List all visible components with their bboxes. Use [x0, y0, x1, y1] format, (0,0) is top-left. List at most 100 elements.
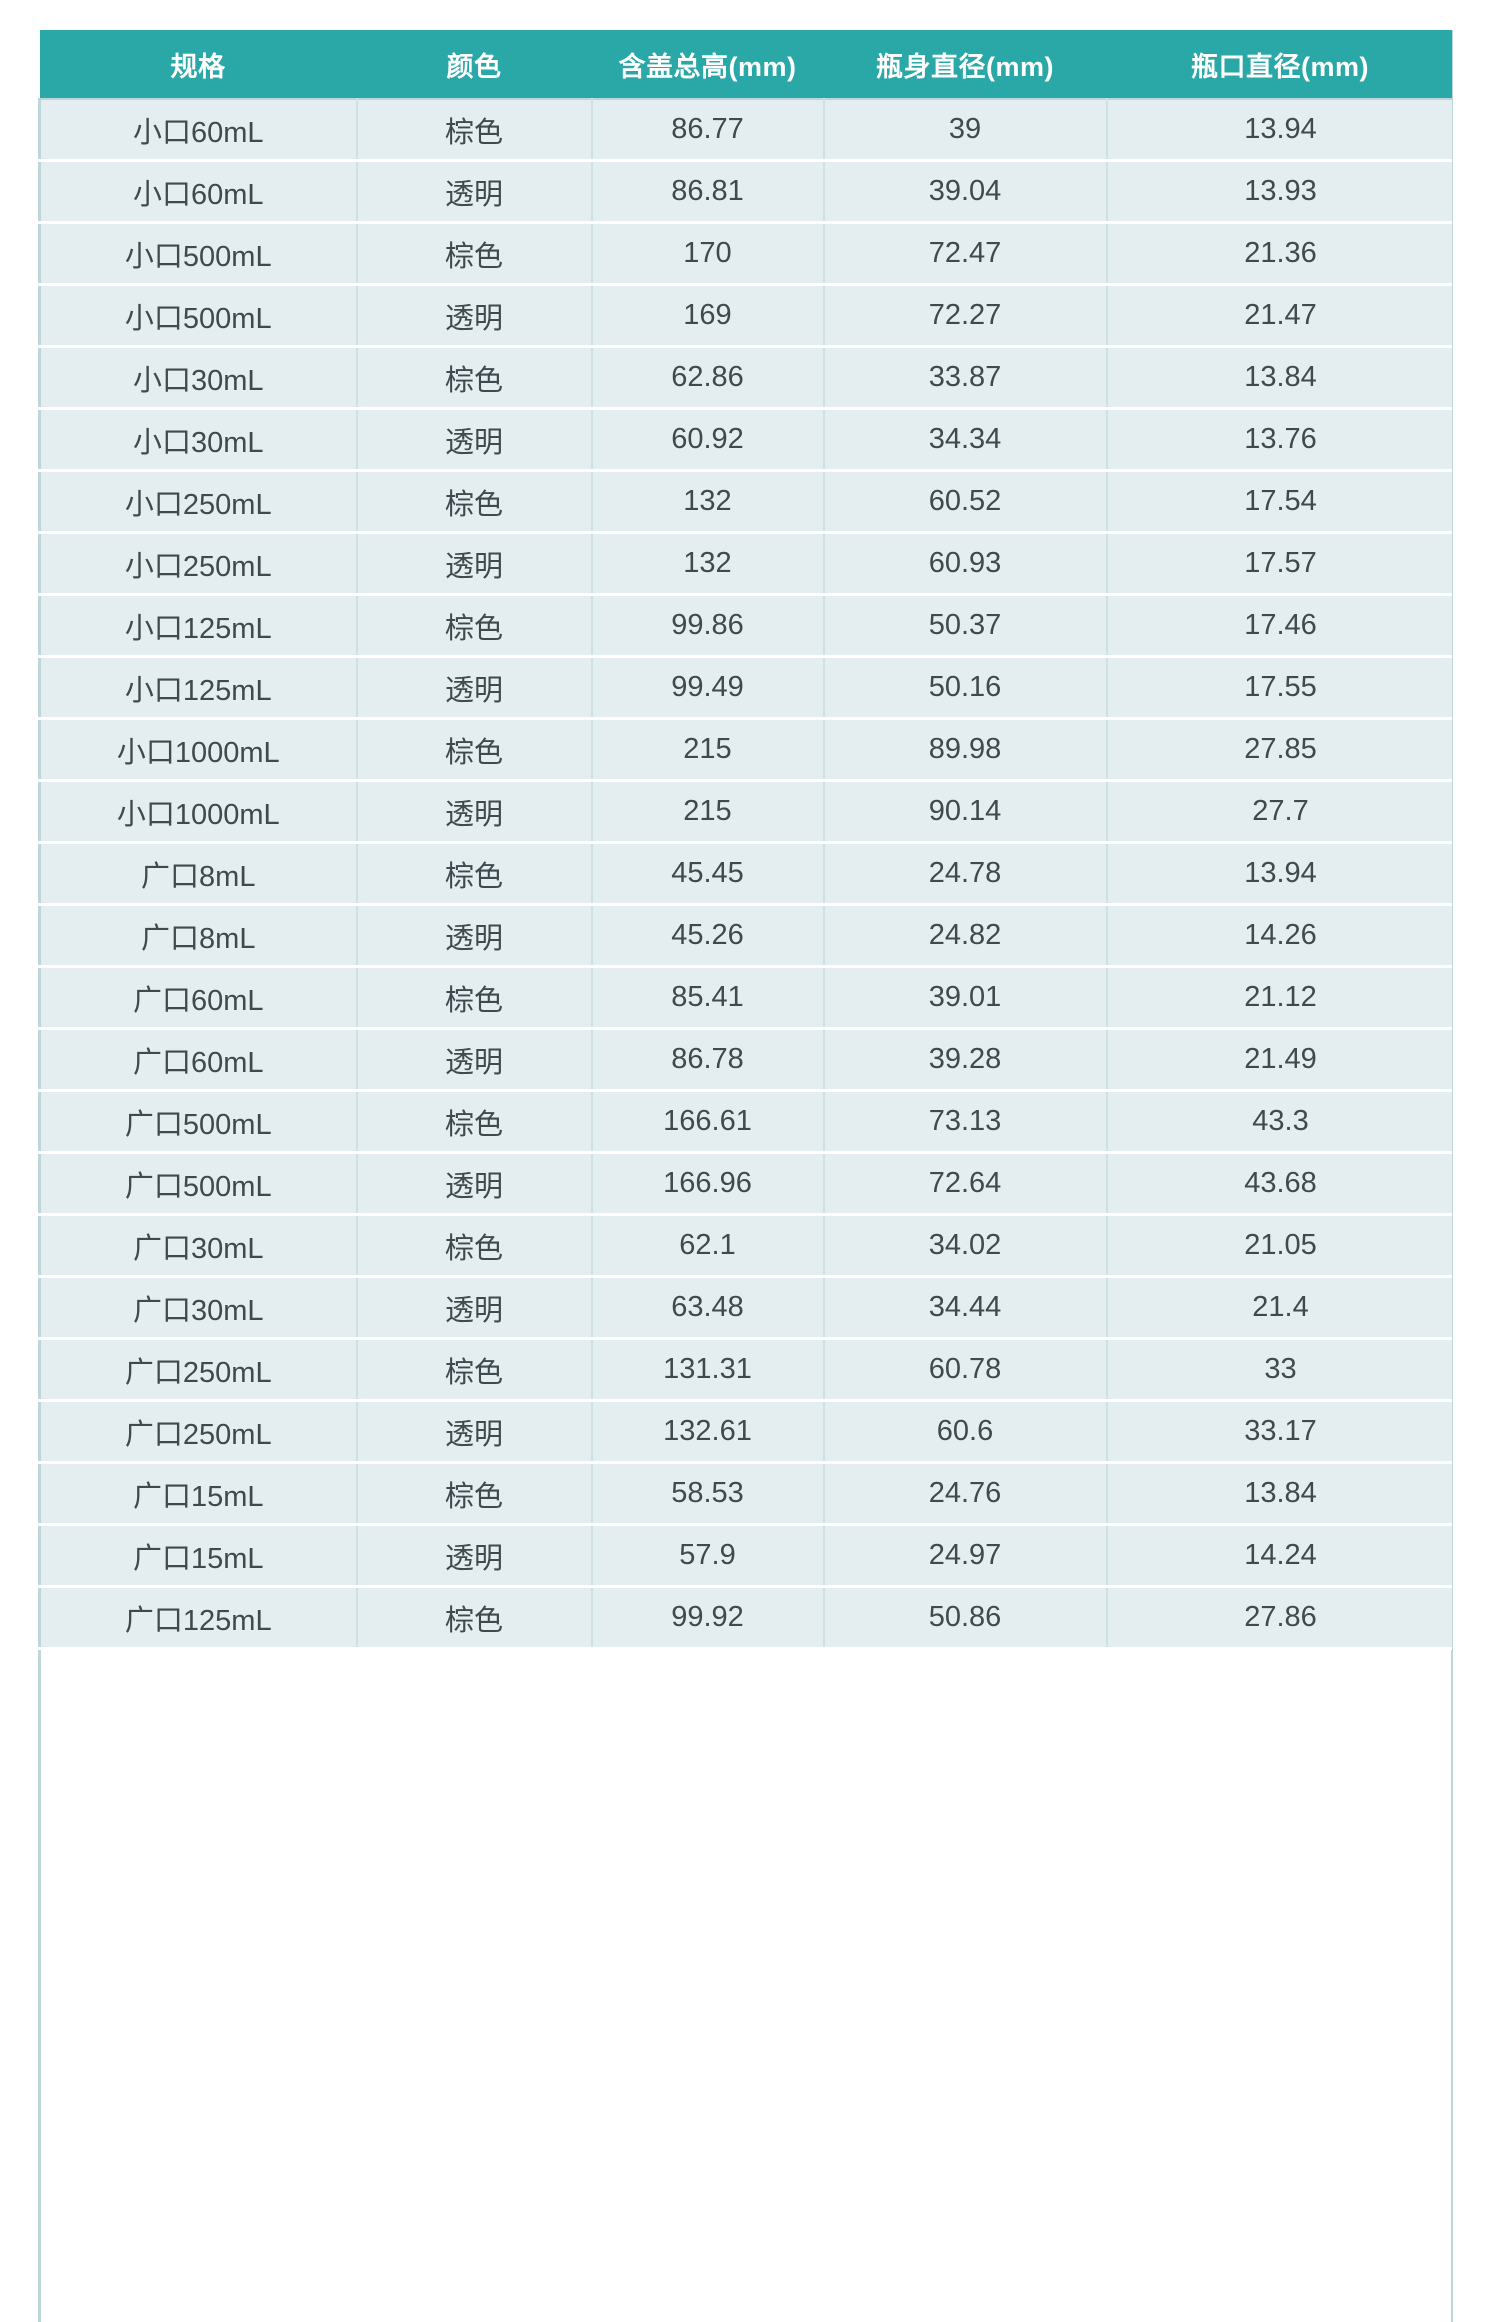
- cell-mouthdia: 14.24: [1106, 1524, 1452, 1588]
- table-row[interactable]: 广口60mL 棕色 85.41 39.01 21.12: [38, 966, 1452, 1030]
- cell-color: 棕色: [356, 1586, 593, 1650]
- table-header-row: 规格 颜色 含盖总高(mm) 瓶身直径(mm) 瓶口直径(mm): [39, 30, 1452, 99]
- table-row[interactable]: 广口60mL 透明 86.78 39.28 21.49: [38, 1028, 1452, 1092]
- table-row[interactable]: 广口30mL 棕色 62.1 34.02 21.05: [38, 1214, 1452, 1278]
- cell-color: 棕色: [356, 842, 593, 906]
- cell-color: 棕色: [356, 346, 593, 410]
- cell-color: 透明: [356, 904, 593, 968]
- table-row[interactable]: 小口30mL 透明 60.92 34.34 13.76: [38, 408, 1452, 472]
- cell-mouthdia: 21.05: [1106, 1214, 1452, 1278]
- cell-height: 85.41: [591, 966, 825, 1030]
- cell-height: 45.45: [591, 842, 825, 906]
- cell-bodydia: 39.04: [823, 160, 1108, 224]
- cell-mouthdia: 33.17: [1106, 1400, 1452, 1464]
- cell-mouthdia: 17.57: [1106, 532, 1452, 596]
- table-row[interactable]: 小口60mL 透明 86.81 39.04 13.93: [38, 160, 1452, 224]
- cell-height: 132.61: [591, 1400, 825, 1464]
- cell-mouthdia: 43.3: [1106, 1090, 1452, 1154]
- cell-bodydia: 72.64: [823, 1152, 1108, 1216]
- table-row[interactable]: 小口1000mL 透明 215 90.14 27.7: [38, 780, 1452, 844]
- cell-bodydia: 50.37: [823, 594, 1108, 658]
- cell-mouthdia: 13.94: [1106, 842, 1452, 906]
- cell-mouthdia: 21.47: [1106, 284, 1452, 348]
- cell-bodydia: 39.01: [823, 966, 1108, 1030]
- cell-bodydia: 39: [823, 98, 1108, 162]
- cell-height: 62.1: [591, 1214, 825, 1278]
- table-row[interactable]: 广口30mL 透明 63.48 34.44 21.4: [38, 1276, 1452, 1340]
- table-row[interactable]: 广口250mL 透明 132.61 60.6 33.17: [38, 1400, 1452, 1464]
- table-row[interactable]: 广口250mL 棕色 131.31 60.78 33: [38, 1338, 1452, 1402]
- cell-mouthdia: 27.86: [1106, 1586, 1452, 1650]
- cell-bodydia: 60.93: [823, 532, 1108, 596]
- cell-mouthdia: 14.26: [1106, 904, 1452, 968]
- cell-color: 透明: [356, 656, 593, 720]
- table-row[interactable]: 广口15mL 棕色 58.53 24.76 13.84: [38, 1462, 1452, 1526]
- specification-table: 规格 颜色 含盖总高(mm) 瓶身直径(mm) 瓶口直径(mm) 小口60mL 棕…: [38, 30, 1452, 1650]
- cell-bodydia: 34.34: [823, 408, 1108, 472]
- cell-color: 棕色: [356, 1462, 593, 1526]
- cell-height: 215: [591, 780, 825, 844]
- cell-spec: 广口250mL: [38, 1400, 358, 1464]
- table-row[interactable]: 小口30mL 棕色 62.86 33.87 13.84: [38, 346, 1452, 410]
- table-row[interactable]: 广口125mL 棕色 99.92 50.86 27.86: [38, 1586, 1452, 1650]
- cell-height: 215: [591, 718, 825, 782]
- cell-bodydia: 72.47: [823, 222, 1108, 286]
- table-header: 规格 颜色 含盖总高(mm) 瓶身直径(mm) 瓶口直径(mm): [39, 30, 1452, 99]
- cell-spec: 广口500mL: [38, 1152, 358, 1216]
- cell-mouthdia: 43.68: [1106, 1152, 1452, 1216]
- cell-spec: 广口8mL: [38, 904, 358, 968]
- cell-spec: 小口30mL: [38, 346, 358, 410]
- cell-height: 99.49: [591, 656, 825, 720]
- cell-height: 45.26: [591, 904, 825, 968]
- cell-spec: 小口1000mL: [38, 718, 358, 782]
- cell-mouthdia: 13.94: [1106, 98, 1452, 162]
- column-header-mouthdia[interactable]: 瓶口直径(mm): [1106, 30, 1452, 99]
- table-row[interactable]: 广口15mL 透明 57.9 24.97 14.24: [38, 1524, 1452, 1588]
- cell-mouthdia: 17.54: [1106, 470, 1452, 534]
- cell-color: 棕色: [356, 1090, 593, 1154]
- table-row[interactable]: 小口60mL 棕色 86.77 39 13.94: [38, 98, 1452, 162]
- cell-height: 99.86: [591, 594, 825, 658]
- table-row[interactable]: 小口1000mL 棕色 215 89.98 27.85: [38, 718, 1452, 782]
- cell-spec: 小口1000mL: [38, 780, 358, 844]
- cell-spec: 小口500mL: [38, 284, 358, 348]
- cell-color: 棕色: [356, 470, 593, 534]
- cell-height: 99.92: [591, 1586, 825, 1650]
- cell-height: 58.53: [591, 1462, 825, 1526]
- cell-height: 132: [591, 532, 825, 596]
- table-row[interactable]: 小口250mL 透明 132 60.93 17.57: [38, 532, 1452, 596]
- cell-bodydia: 89.98: [823, 718, 1108, 782]
- cell-bodydia: 24.78: [823, 842, 1108, 906]
- table-row[interactable]: 小口500mL 透明 169 72.27 21.47: [38, 284, 1452, 348]
- cell-bodydia: 72.27: [823, 284, 1108, 348]
- cell-mouthdia: 13.93: [1106, 160, 1452, 224]
- column-header-bodydia[interactable]: 瓶身直径(mm): [823, 30, 1107, 99]
- table-row[interactable]: 广口8mL 透明 45.26 24.82 14.26: [38, 904, 1452, 968]
- cell-spec: 广口250mL: [38, 1338, 358, 1402]
- column-header-color[interactable]: 颜色: [356, 30, 592, 99]
- cell-mouthdia: 21.49: [1106, 1028, 1452, 1092]
- table-row[interactable]: 小口500mL 棕色 170 72.47 21.36: [38, 222, 1452, 286]
- cell-spec: 小口60mL: [38, 98, 358, 162]
- column-header-spec[interactable]: 规格: [39, 30, 357, 99]
- table-row[interactable]: 小口250mL 棕色 132 60.52 17.54: [38, 470, 1452, 534]
- cell-bodydia: 50.86: [823, 1586, 1108, 1650]
- table-row[interactable]: 小口125mL 棕色 99.86 50.37 17.46: [38, 594, 1452, 658]
- cell-bodydia: 60.6: [823, 1400, 1108, 1464]
- column-header-height[interactable]: 含盖总高(mm): [591, 30, 824, 99]
- table-right-edge: [1451, 30, 1453, 2322]
- cell-height: 63.48: [591, 1276, 825, 1340]
- cell-color: 透明: [356, 1524, 593, 1588]
- table-row[interactable]: 广口500mL 透明 166.96 72.64 43.68: [38, 1152, 1452, 1216]
- table-row[interactable]: 广口500mL 棕色 166.61 73.13 43.3: [38, 1090, 1452, 1154]
- cell-color: 透明: [356, 1276, 593, 1340]
- cell-spec: 广口30mL: [38, 1214, 358, 1278]
- cell-height: 131.31: [591, 1338, 825, 1402]
- cell-spec: 小口30mL: [38, 408, 358, 472]
- table-row[interactable]: 广口8mL 棕色 45.45 24.78 13.94: [38, 842, 1452, 906]
- cell-color: 透明: [356, 1400, 593, 1464]
- cell-height: 132: [591, 470, 825, 534]
- table-row[interactable]: 小口125mL 透明 99.49 50.16 17.55: [38, 656, 1452, 720]
- cell-color: 透明: [356, 1152, 593, 1216]
- cell-bodydia: 24.82: [823, 904, 1108, 968]
